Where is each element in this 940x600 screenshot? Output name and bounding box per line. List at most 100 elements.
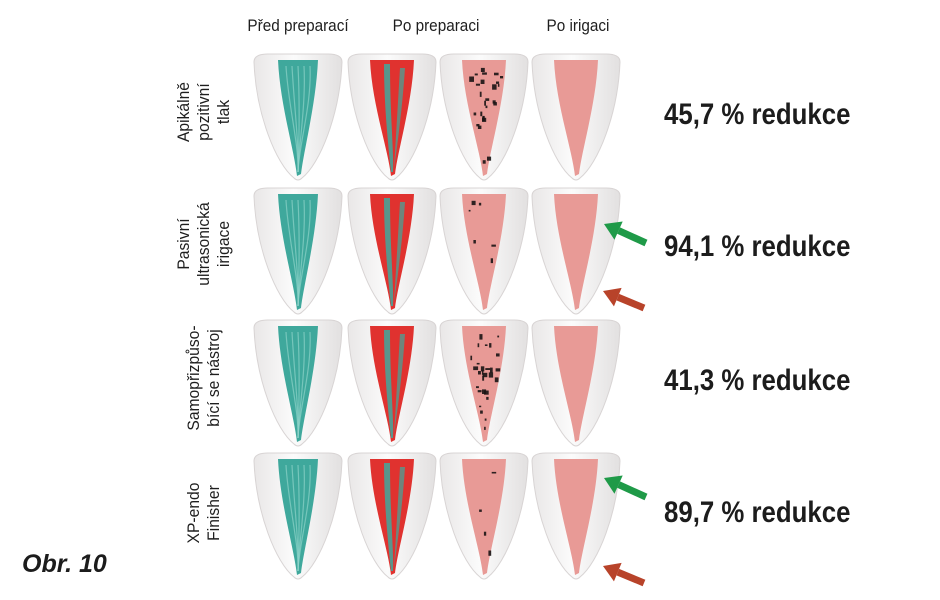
debris-spot — [487, 156, 492, 161]
tooth-passive-ultrasonic-irrigation-after-irrigation-2 — [531, 187, 621, 315]
tooth-xp-endo-finisher-before-preparation — [253, 452, 343, 580]
reduction-value-passive-ultrasonic-irrigation: 94,1 % redukce — [664, 230, 851, 263]
debris-spot — [470, 355, 473, 361]
remaining-debris-band — [384, 198, 394, 306]
debris-spot — [489, 343, 492, 348]
debris-spot — [478, 202, 482, 206]
debris-spot — [491, 471, 497, 474]
debris-streak — [297, 331, 311, 439]
reduction-value-apical-positive-pressure: 45,7 % redukce — [664, 98, 851, 131]
debris-spot — [484, 418, 487, 421]
remaining-debris-band — [384, 463, 394, 571]
debris-spot — [479, 334, 483, 340]
debris-spot — [497, 335, 500, 338]
debris-spot — [482, 115, 485, 122]
debris-spot — [477, 125, 482, 129]
debris-spot — [490, 258, 493, 264]
reduction-value-xp-endo-finisher: 89,7 % redukce — [664, 496, 851, 529]
tooth-xp-endo-finisher-after-irrigation-2 — [531, 452, 621, 580]
debris-spot — [473, 366, 479, 371]
tooth-apical-positive-pressure-after-irrigation-2 — [531, 53, 621, 181]
debris-streak — [297, 464, 311, 572]
debris-spot — [476, 124, 480, 127]
remaining-debris-band — [394, 334, 405, 435]
red-arrow-icon — [603, 562, 646, 587]
debris-spot — [485, 105, 488, 109]
canal-fill — [554, 459, 598, 575]
debris-spot — [474, 73, 478, 76]
debris-spot — [492, 100, 496, 104]
tooth-passive-ultrasonic-irrigation-before-preparation — [253, 187, 343, 315]
column-header-before-preparation: Před preparací — [247, 16, 349, 35]
debris-spot — [473, 240, 476, 244]
tooth-apical-positive-pressure-after-irrigation — [439, 53, 529, 181]
debris-spot — [482, 372, 488, 378]
debris-spot — [477, 390, 482, 393]
tooth-apical-positive-pressure-before-preparation — [253, 53, 343, 181]
tooth-self-adjusting-file-after-preparation — [347, 319, 437, 447]
debris-spot — [479, 405, 482, 408]
debris-spot — [488, 550, 492, 556]
debris-spot — [480, 79, 485, 84]
debris-spot — [485, 98, 490, 101]
debris-streak — [297, 199, 311, 307]
debris-spot — [480, 67, 485, 72]
tooth-xp-endo-finisher-after-irrigation — [439, 452, 529, 580]
debris-spot — [490, 367, 493, 373]
tooth-passive-ultrasonic-irrigation-after-irrigation — [439, 187, 529, 315]
debris-spot — [480, 366, 485, 372]
debris-spot — [494, 72, 499, 76]
canal-fill — [462, 194, 506, 310]
debris-spot — [480, 410, 483, 414]
debris-streak — [297, 65, 311, 173]
debris-spot — [484, 426, 486, 430]
debris-spot — [482, 72, 487, 75]
canal-fill — [462, 326, 506, 442]
reduction-value-self-adjusting-file: 41,3 % redukce — [664, 364, 851, 397]
debris-spot — [476, 386, 479, 389]
debris-spot — [480, 111, 483, 117]
remaining-debris-band — [394, 68, 405, 169]
debris-spot — [485, 368, 490, 370]
debris-spot — [496, 353, 500, 357]
canal-fill — [554, 326, 598, 442]
debris-spot — [483, 531, 487, 536]
remaining-debris-band — [394, 467, 405, 568]
tooth-self-adjusting-file-after-irrigation-2 — [531, 319, 621, 447]
figure-label: Obr. 10 — [22, 550, 107, 578]
debris-spot — [488, 372, 494, 378]
debris-spot — [479, 91, 482, 97]
canal-fill — [462, 459, 506, 575]
debris-spot — [478, 371, 481, 375]
green-arrow-icon — [604, 475, 648, 501]
debris-spot — [481, 370, 484, 375]
debris-spot — [491, 244, 496, 247]
debris-spot — [500, 76, 504, 79]
debris-spot — [479, 509, 482, 512]
debris-spot — [484, 100, 486, 106]
debris-spot — [484, 390, 489, 395]
debris-spot — [471, 200, 476, 206]
tooth-self-adjusting-file-after-irrigation — [439, 319, 529, 447]
remaining-debris-band — [384, 330, 394, 438]
debris-spot — [482, 389, 487, 394]
remaining-debris-band — [394, 202, 405, 303]
column-header-after-preparation: Po preparaci — [392, 16, 480, 35]
debris-spot — [473, 112, 477, 116]
tooth-self-adjusting-file-before-preparation — [253, 319, 343, 447]
debris-spot — [497, 83, 500, 87]
debris-spot — [484, 344, 488, 346]
debris-spot — [482, 160, 486, 164]
column-header-after-irrigation: Po irigaci — [546, 16, 610, 35]
debris-spot — [475, 83, 480, 86]
tooth-xp-endo-finisher-after-preparation — [347, 452, 437, 580]
debris-spot — [492, 84, 497, 90]
green-arrow-icon — [604, 221, 648, 247]
debris-spot — [486, 396, 489, 400]
debris-spot — [496, 81, 500, 84]
debris-spot — [476, 362, 480, 365]
debris-spot — [493, 102, 497, 106]
debris-spot — [477, 343, 480, 348]
remaining-debris-band — [384, 64, 394, 172]
